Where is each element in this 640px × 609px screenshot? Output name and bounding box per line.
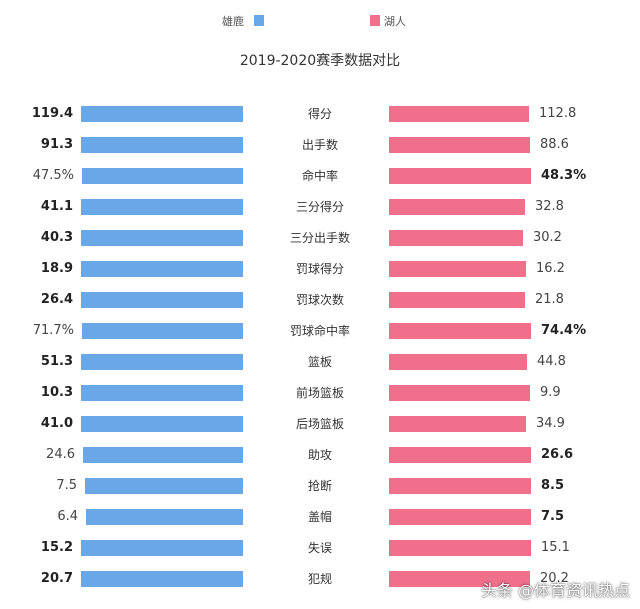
stat-label: 抢断 <box>307 479 332 493</box>
lakers-value-label: 9.9 <box>540 385 561 400</box>
bucks-value-label: 6.4 <box>57 509 78 524</box>
bucks-bar <box>81 106 243 122</box>
bucks-value-label: 47.5% <box>32 168 74 183</box>
bucks-bar <box>81 540 243 556</box>
lakers-bar <box>389 447 531 463</box>
lakers-bar <box>389 571 530 587</box>
stat-label: 出手数 <box>301 138 338 152</box>
bucks-value-label: 51.3 <box>40 354 73 369</box>
bucks-bar <box>81 416 243 432</box>
stat-label: 罚球命中率 <box>289 324 350 338</box>
stat-label: 篮板 <box>307 355 332 369</box>
lakers-value-label: 30.2 <box>533 230 562 245</box>
legend-bucks-label: 雄鹿 <box>222 15 244 28</box>
chart-title: 2019-2020赛季数据对比 <box>239 53 401 69</box>
bucks-bar <box>81 571 243 587</box>
bucks-bar <box>82 168 243 184</box>
lakers-value-label: 32.8 <box>535 199 564 214</box>
lakers-value-label: 26.6 <box>541 447 574 462</box>
stat-label: 犯规 <box>307 572 332 586</box>
lakers-value-label: 88.6 <box>540 137 569 152</box>
bucks-bar <box>86 509 243 525</box>
stat-label: 三分出手数 <box>289 231 350 245</box>
lakers-value-label: 44.8 <box>537 354 566 369</box>
lakers-bar <box>389 354 527 370</box>
lakers-value-label: 48.3% <box>541 168 587 183</box>
lakers-bar <box>389 416 526 432</box>
stat-label: 罚球得分 <box>295 262 344 276</box>
lakers-value-label: 16.2 <box>536 261 565 276</box>
legend-lakers-swatch <box>370 15 380 26</box>
lakers-bar <box>389 168 531 184</box>
bucks-value-label: 119.4 <box>31 106 73 121</box>
bucks-bar <box>81 354 243 370</box>
lakers-bar <box>389 261 526 277</box>
lakers-bar <box>389 292 525 308</box>
bucks-value-label: 40.3 <box>40 230 73 245</box>
lakers-value-label: 20.2 <box>540 571 569 586</box>
stat-label: 罚球次数 <box>295 293 344 307</box>
bucks-bar <box>81 137 243 153</box>
bucks-bar <box>82 323 243 339</box>
bucks-bar <box>81 230 243 246</box>
lakers-value-label: 34.9 <box>536 416 565 431</box>
stat-label: 助攻 <box>307 448 332 462</box>
bucks-bar <box>85 478 243 494</box>
bucks-value-label: 15.2 <box>40 540 73 555</box>
lakers-value-label: 15.1 <box>541 540 570 555</box>
lakers-bar <box>389 540 531 556</box>
bucks-bar <box>81 292 243 308</box>
bucks-bar <box>81 385 243 401</box>
bucks-value-label: 41.1 <box>40 199 73 214</box>
lakers-bar <box>389 509 531 525</box>
bucks-value-label: 26.4 <box>40 292 73 307</box>
lakers-bar <box>389 106 529 122</box>
lakers-value-label: 21.8 <box>535 292 564 307</box>
lakers-bar <box>389 385 530 401</box>
bucks-value-label: 71.7% <box>32 323 74 338</box>
lakers-value-label: 112.8 <box>539 106 577 121</box>
stat-label: 三分得分 <box>295 200 344 214</box>
bucks-bar <box>81 261 243 277</box>
bucks-value-label: 7.5 <box>56 478 77 493</box>
lakers-bar <box>389 230 523 246</box>
lakers-bar <box>389 323 531 339</box>
stat-label: 前场篮板 <box>295 386 344 400</box>
bucks-value-label: 24.6 <box>46 447 75 462</box>
stat-label: 后场篮板 <box>295 417 344 431</box>
lakers-value-label: 74.4% <box>541 323 587 338</box>
bucks-value-label: 91.3 <box>40 137 73 152</box>
legend-bucks-swatch <box>254 15 264 26</box>
legend-lakers-label: 湖人 <box>384 15 406 28</box>
lakers-value-label: 7.5 <box>541 509 565 524</box>
lakers-bar <box>389 199 525 215</box>
bucks-value-label: 20.7 <box>40 571 73 586</box>
lakers-value-label: 8.5 <box>541 478 565 493</box>
bucks-bar <box>81 199 243 215</box>
stat-label: 得分 <box>307 107 332 121</box>
lakers-bar <box>389 137 530 153</box>
watermark: 头条 @体育资讯热点 <box>480 581 630 600</box>
bucks-value-label: 18.9 <box>40 261 73 276</box>
stat-label: 命中率 <box>301 169 338 183</box>
bucks-value-label: 10.3 <box>40 385 73 400</box>
bucks-value-label: 41.0 <box>40 416 73 431</box>
stat-label: 盖帽 <box>307 510 332 524</box>
stat-label: 失误 <box>307 541 332 555</box>
lakers-bar <box>389 478 531 494</box>
bucks-bar <box>83 447 243 463</box>
